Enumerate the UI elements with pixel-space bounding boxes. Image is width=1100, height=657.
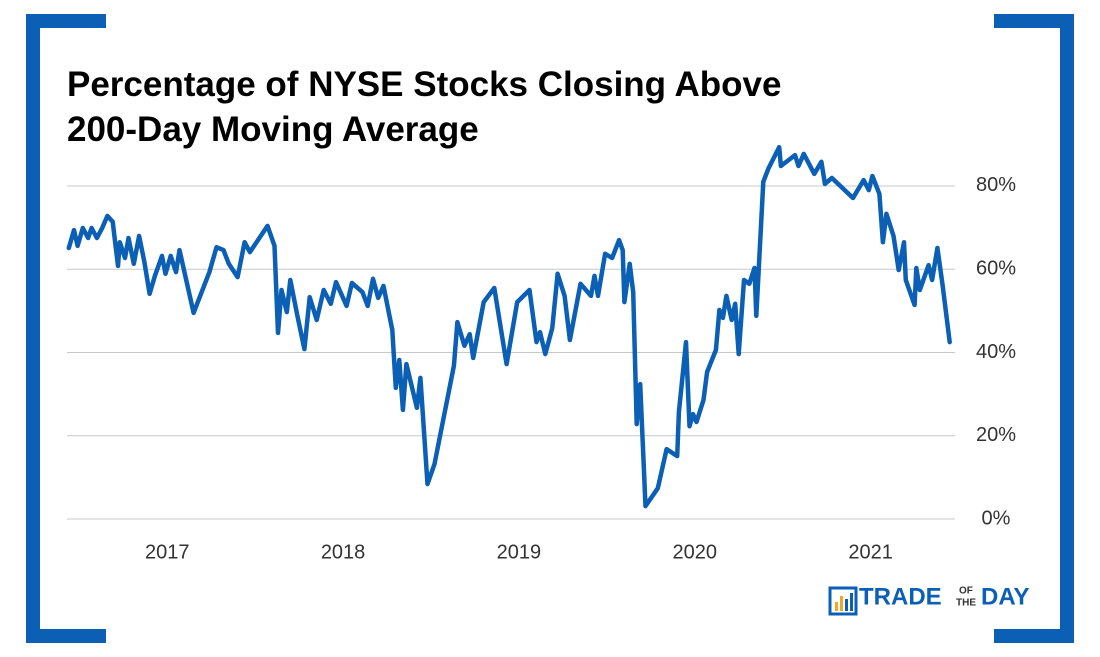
logo: TRADE OF THE DAY	[828, 583, 1029, 616]
y-tick-label: 0%	[982, 507, 1011, 529]
logo-text: TRADE	[859, 583, 942, 610]
logo-bar	[835, 602, 838, 611]
logo-frame	[828, 586, 858, 616]
right-bracket	[994, 14, 1074, 643]
x-tick-label: 2017	[145, 541, 190, 563]
y-tick-label: 60%	[976, 257, 1016, 279]
y-tick-label: 20%	[976, 424, 1016, 446]
x-tick-label: 2019	[497, 541, 542, 563]
logo-small: OF	[959, 586, 973, 597]
x-tick-label: 2018	[321, 541, 366, 563]
chart-title: Percentage of NYSE Stocks Closing Above	[67, 65, 781, 104]
x-tick-label: 2021	[848, 541, 893, 563]
logo-text: DAY	[981, 583, 1029, 610]
logo-bar	[845, 599, 848, 611]
logo-bar	[850, 593, 853, 611]
y-tick-label: 40%	[976, 341, 1016, 363]
chart-title: 200-Day Moving Average	[67, 110, 479, 149]
logo-bar	[840, 596, 843, 611]
logo-small: THE	[956, 598, 976, 609]
line	[66, 144, 952, 509]
x-tick-label: 2020	[673, 541, 718, 563]
left-bracket	[26, 14, 106, 643]
y-tick-label: 80%	[976, 174, 1016, 196]
